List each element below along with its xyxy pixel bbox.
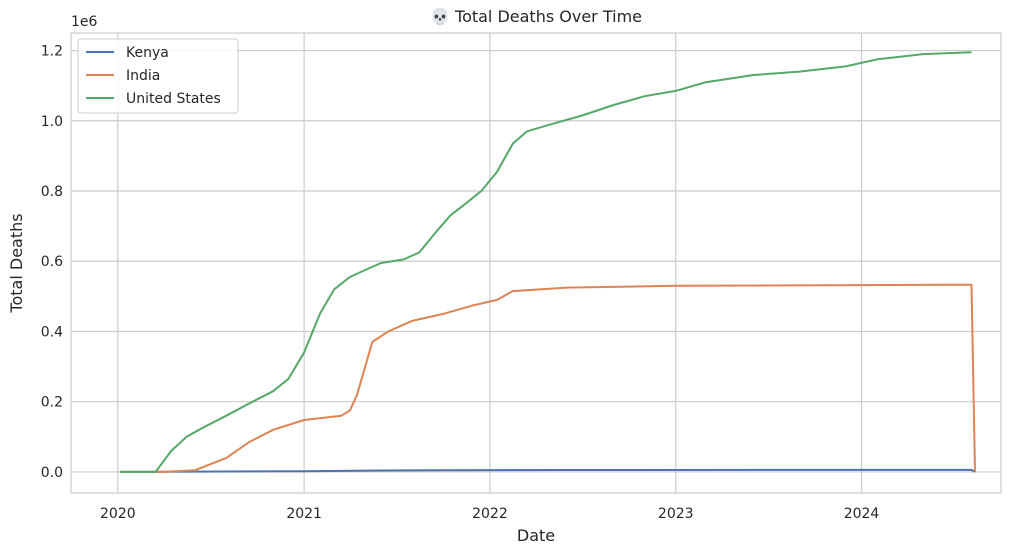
chart-title: 💀 Total Deaths Over Time xyxy=(430,7,642,26)
y-tick-label: 1.0 xyxy=(41,114,63,130)
x-tick-label: 2024 xyxy=(844,506,880,522)
x-tick-label: 2022 xyxy=(472,506,508,522)
x-tick-label: 2020 xyxy=(100,506,136,522)
y-tick-label: 1.2 xyxy=(41,44,63,60)
x-axis-label: Date xyxy=(517,526,555,545)
y-tick-label: 0.8 xyxy=(41,184,63,200)
legend-label: India xyxy=(126,68,160,84)
y-axis-label: Total Deaths xyxy=(7,213,26,313)
legend-box xyxy=(77,38,239,114)
legend-label: Kenya xyxy=(126,45,169,61)
axis-ticks: 0.0 0.2 0.4 0.6 0.8 1.0 1.2 2020 2021 2022 2023 202… xyxy=(41,44,880,522)
legend: Kenya India United States xyxy=(77,38,239,114)
series-lines xyxy=(119,51,976,473)
x-tick-label: 2021 xyxy=(286,506,322,522)
y-tick-label: 0.2 xyxy=(41,395,63,411)
series-line-kenya xyxy=(119,468,976,473)
y-tick-label: 0.0 xyxy=(41,465,63,481)
legend-label: United States xyxy=(126,91,221,107)
series-line-united-states xyxy=(119,51,972,473)
y-tick-label: 0.4 xyxy=(41,324,63,340)
y-tick-label: 0.6 xyxy=(41,254,63,270)
series-line-india xyxy=(119,283,976,473)
x-tick-label: 2023 xyxy=(658,506,694,522)
plot-frame xyxy=(70,32,1002,494)
y-offset-label: 1e6 xyxy=(71,14,98,30)
